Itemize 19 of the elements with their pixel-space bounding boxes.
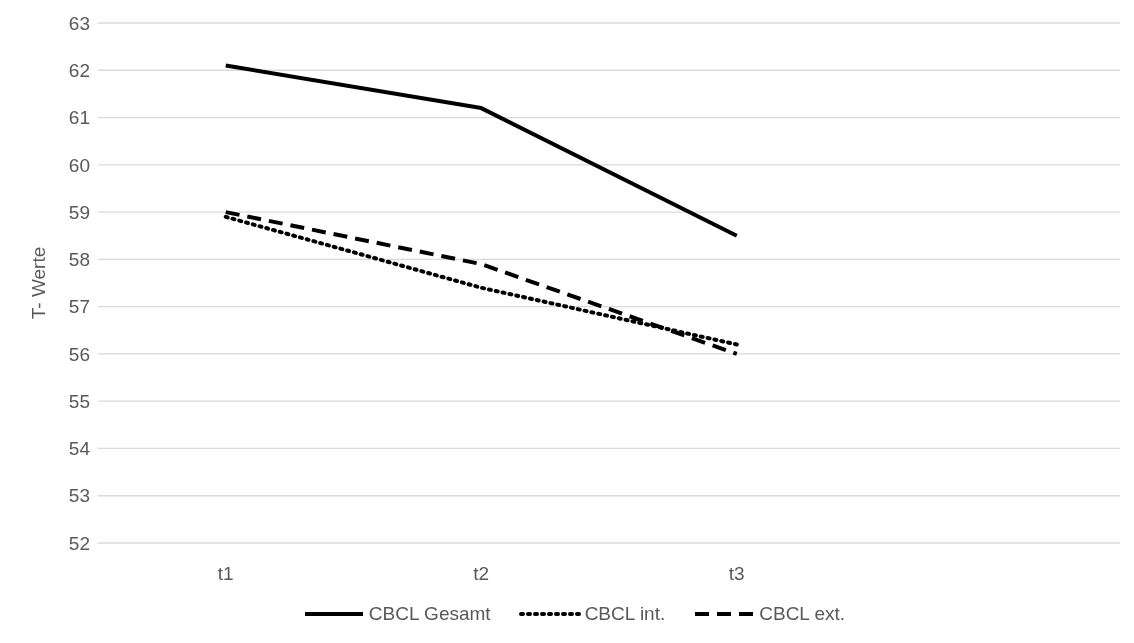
y-tick-label: 55 xyxy=(68,390,90,412)
y-tick-label: 57 xyxy=(68,296,90,318)
legend-label: CBCL ext. xyxy=(759,603,846,625)
y-tick-label: 61 xyxy=(68,107,90,129)
legend-label: CBCL int. xyxy=(584,603,666,625)
x-tick-label: t1 xyxy=(217,563,234,585)
y-tick-label: 52 xyxy=(68,532,90,554)
y-tick-label: 63 xyxy=(68,12,90,34)
y-axis-title: T- Werte xyxy=(27,246,49,320)
y-tick-label: 53 xyxy=(68,485,90,507)
x-tick-label: t3 xyxy=(728,563,745,585)
y-tick-label: 62 xyxy=(68,60,90,82)
y-tick-label: 56 xyxy=(68,343,90,365)
y-tick-label: 59 xyxy=(68,201,90,223)
legend-label: CBCL Gesamt xyxy=(368,603,491,625)
y-tick-label: 54 xyxy=(68,438,91,460)
x-tick-label: t2 xyxy=(473,563,490,585)
y-tick-label: 58 xyxy=(68,249,90,271)
y-tick-label: 60 xyxy=(68,154,90,176)
